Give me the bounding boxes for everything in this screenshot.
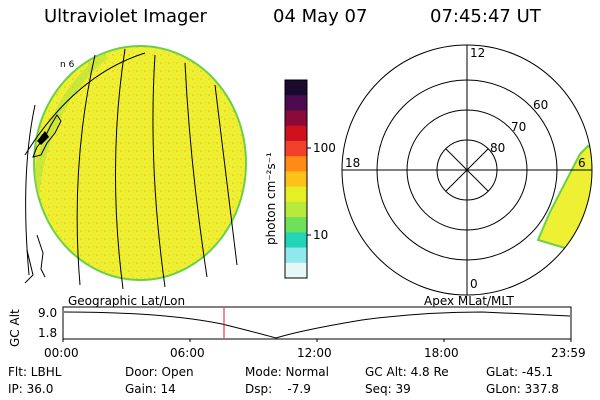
info-door: Door: Open — [125, 365, 194, 379]
tick-1800: 18:00 — [424, 346, 459, 360]
polar-ring-60: 60 — [533, 98, 549, 112]
polar-ring-70: 70 — [511, 120, 527, 134]
tick-0600: 06:00 — [170, 346, 205, 360]
colorbar-band — [285, 110, 307, 127]
colorbar-band — [285, 80, 307, 96]
timeline-left-label: Geographic Lat/Lon — [68, 294, 186, 308]
polar-label-6: 6 — [578, 156, 586, 170]
colorbar-unit-label: photon cm⁻²s⁻¹ — [264, 152, 278, 245]
info-seq: Seq: 39 — [365, 382, 411, 396]
geo-grid-lines — [24, 48, 238, 290]
info-gain: Gain: 14 — [125, 382, 176, 396]
polar-label-0: 0 — [470, 277, 478, 291]
colorbar — [284, 79, 311, 279]
info-gc-alt: GC Alt: 4.8 Re — [365, 365, 449, 379]
info-dsp: Dsp: -7.9 — [245, 382, 311, 396]
altitude-curve — [63, 311, 571, 339]
colorbar-band — [285, 95, 307, 111]
info-glat: GLat: -45.1 — [486, 365, 553, 379]
map-label-n6: n 6 — [60, 60, 75, 70]
polar-plot — [341, 44, 593, 296]
date-label: 04 May 07 — [273, 6, 368, 27]
polar-label-18: 18 — [345, 156, 361, 170]
polar-grid — [341, 44, 593, 296]
info-glon: GLon: 337.8 — [486, 382, 559, 396]
colorbar-gradient — [285, 80, 307, 279]
polar-label-12: 12 — [470, 46, 486, 60]
timeline-y-bottom: 1.8 — [38, 326, 58, 340]
colorbar-tick-10: 10 — [313, 228, 329, 242]
info-mode: Mode: Normal — [245, 365, 329, 379]
tick-0000: 00:00 — [44, 346, 79, 360]
colorbar-band — [285, 156, 307, 172]
info-flt: Flt: LBHL — [8, 365, 62, 379]
info-ip: IP: 36.0 — [8, 382, 54, 396]
altitude-timeline — [62, 306, 572, 342]
polar-ring-80: 80 — [490, 141, 506, 155]
tick-2359: 23:59 — [551, 346, 586, 360]
colorbar-band — [285, 232, 307, 249]
timeline-y-top: 9.0 — [38, 306, 58, 320]
colorbar-band — [285, 140, 307, 157]
uv-disc — [33, 45, 247, 281]
app-title: Ultraviolet Imager — [44, 6, 207, 27]
colorbar-band — [285, 171, 307, 188]
timeline-right-label: Apex MLat/MLT — [424, 294, 514, 308]
tick-1200: 12:00 — [297, 346, 332, 360]
colorbar-band — [285, 217, 307, 233]
colorbar-band — [285, 262, 307, 279]
colorbar-band — [285, 125, 307, 142]
time-label: 07:45:47 UT — [430, 6, 541, 27]
timeline-y-axis-label: GC Alt — [8, 309, 22, 347]
colorbar-band — [285, 186, 307, 203]
colorbar-band — [285, 201, 307, 218]
colorbar-tick-100: 100 — [313, 141, 336, 155]
colorbar-band — [285, 247, 307, 264]
coastline-outline — [24, 114, 62, 284]
geographic-image-panel: n 6 — [24, 45, 247, 290]
